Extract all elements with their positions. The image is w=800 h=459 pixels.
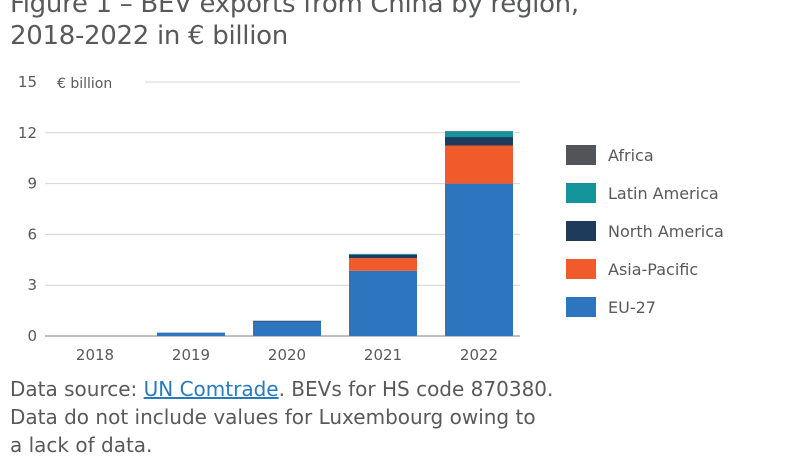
x-tick-label: 2019 [172,346,210,364]
source-note-line-3: a lack of data. [10,431,553,459]
bar-2021-asia-pacific [349,258,417,271]
source-note: Data source: UN Comtrade. BEVs for HS co… [10,375,553,459]
y-tick-label: 12 [18,124,37,142]
bar-2020-eu-27 [253,322,321,336]
bar-2022-eu-27 [445,184,513,336]
legend-swatch [566,259,596,279]
legend-label: EU-27 [608,298,656,317]
y-tick-label: 9 [27,175,37,193]
legend-label: Africa [608,146,654,165]
legend-label: Asia-Pacific [608,260,698,279]
bar-2019-eu-27 [157,333,225,336]
legend-item-asia-pacific: Asia-Pacific [566,250,724,288]
legend-swatch [566,297,596,317]
bar-2021-eu-27 [349,271,417,336]
x-tick-label: 2021 [364,346,402,364]
x-tick-label: 2022 [460,346,498,364]
legend-swatch [566,221,596,241]
legend: Africa Latin America North America Asia-Pac… [566,136,724,326]
legend-swatch [566,145,596,165]
y-tick-label: 6 [27,225,37,243]
x-tick-label: 2018 [76,346,114,364]
legend-label: North America [608,222,724,241]
x-axis-ticks: 2018 2019 2020 2021 2022 [76,346,498,364]
legend-item-africa: Africa [566,136,724,174]
legend-swatch [566,183,596,203]
y-tick-label: 15 [18,73,37,91]
bars [157,131,513,336]
bar-2021-north-america [349,255,417,258]
y-axis-unit-label: € billion [57,76,112,92]
y-axis-ticks: 0 3 6 9 12 15 [18,73,37,345]
source-note-line-2: Data do not include values for Luxembour… [10,403,553,431]
source-prefix: Data source: [10,377,144,401]
y-tick-label: 0 [27,327,37,345]
bar-2022-north-america [445,137,513,145]
legend-item-north-america: North America [566,212,724,250]
source-note-line-1: Data source: UN Comtrade. BEVs for HS co… [10,375,553,403]
un-comtrade-link[interactable]: UN Comtrade [144,377,279,401]
bar-2022-asia-pacific [445,146,513,184]
bar-2022-latin-america [445,131,513,137]
y-tick-label: 3 [27,276,37,294]
legend-item-eu-27: EU-27 [566,288,724,326]
legend-item-latin-america: Latin America [566,174,724,212]
bar-2020-north-america [253,321,321,322]
source-suffix: . BEVs for HS code 870380. [279,377,554,401]
x-tick-label: 2020 [268,346,306,364]
bar-2021-latin-america [349,254,417,255]
legend-label: Latin America [608,184,719,203]
